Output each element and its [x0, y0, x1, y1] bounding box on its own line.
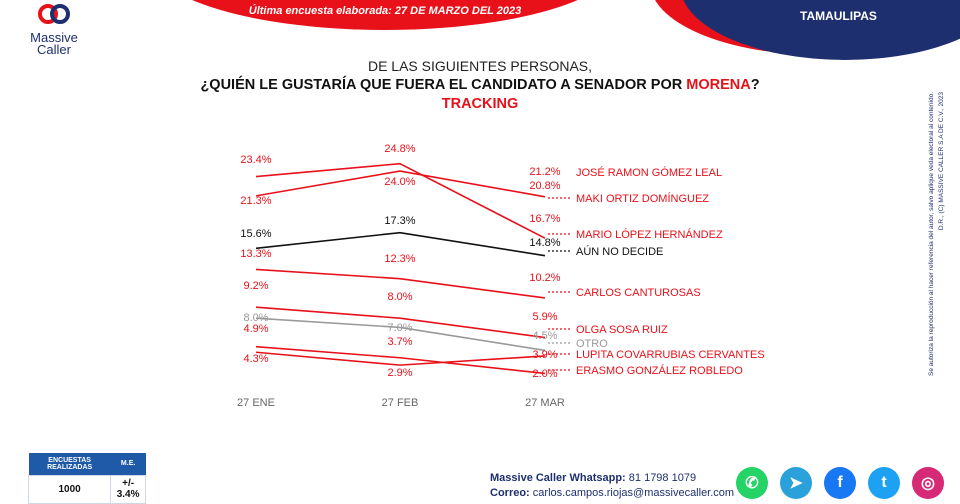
series-line-3	[255, 231, 546, 257]
data-label: 10.2%	[529, 272, 560, 284]
email-label: Correo:	[490, 487, 530, 499]
data-label: 17.3%	[384, 215, 415, 227]
email-link[interactable]: carlos.campos.riojas@massivecaller.com	[532, 487, 735, 499]
chart-title-line1: DE LAS SIGUIENTES PERSONAS,	[367, 58, 593, 74]
facebook-icon[interactable]: f	[824, 467, 856, 499]
data-label: 4.3%	[243, 353, 268, 365]
data-label: 8.0%	[387, 291, 412, 303]
data-label: 8.0%	[243, 312, 268, 324]
data-label: 9.2%	[243, 280, 268, 292]
data-label: 13.3%	[240, 248, 271, 260]
legend-item: MARIO LÓPEZ HERNÁNDEZ	[576, 228, 723, 241]
whatsapp-number: 81 1798 1079	[628, 472, 697, 484]
data-label: 24.0%	[384, 176, 415, 188]
state-label: TAMAULIPAS	[800, 9, 877, 23]
legend-item: ERASMO GONZÁLEZ ROBLEDO	[576, 364, 743, 377]
series-line-4	[255, 268, 546, 299]
series-line-1	[255, 162, 546, 239]
header-margin-error: M.E.	[110, 453, 146, 475]
legend-item: LUPITA COVARRUBIAS CERVANTES	[576, 349, 765, 361]
data-label: 12.3%	[384, 253, 415, 265]
brand-line2: Caller	[37, 42, 71, 57]
data-label: 21.3%	[240, 195, 271, 207]
data-label: 21.2%	[529, 166, 560, 178]
x-tick-label: 27 MAR	[525, 397, 565, 409]
surveys-count: 1000	[27, 474, 112, 504]
copyright-line1: D.R., (C) MASSIVE CALLER S.A DE C.V., 20…	[938, 92, 945, 231]
data-label: 24.8%	[384, 143, 415, 155]
logo-icon	[36, 2, 72, 26]
telegram-icon[interactable]: ➤	[780, 467, 812, 499]
question-text: ¿QUIÉN LE GUSTARÍA QUE FUERA EL CANDIDAT…	[200, 77, 687, 93]
data-label: 5.9%	[532, 311, 557, 323]
data-label: 15.6%	[240, 228, 271, 240]
data-label: 3.9%	[532, 349, 557, 361]
data-label: 23.4%	[240, 154, 271, 166]
legend-item: OLGA SOSA RUIZ	[576, 324, 668, 336]
massive-caller-logo: Massive Caller	[14, 2, 94, 56]
question-mark: ?	[750, 77, 760, 93]
data-label: 20.8%	[529, 180, 560, 192]
legend-item: MAKI ORTIZ DOMÍNGUEZ	[576, 192, 709, 205]
data-label: 2.9%	[387, 367, 412, 379]
copyright-line2: Se autoriza la reproducción al hacer ref…	[928, 92, 935, 377]
data-label: 3.7%	[387, 336, 412, 348]
x-tick-label: 27 FEB	[382, 397, 419, 409]
sample-size-table: ENCUESTAS REALIZADAS M.E. 1000 +/- 3.4%	[27, 453, 146, 504]
series-line-5	[255, 306, 546, 339]
brand-line1: Massive	[30, 30, 78, 45]
x-tick-label: 27 ENE	[237, 397, 275, 409]
series-line-7	[255, 351, 546, 366]
data-label: 16.7%	[529, 213, 560, 225]
legend-item: AÚN NO DECIDE	[576, 245, 663, 258]
party-name: MORENA	[686, 77, 751, 93]
legend-item: JOSÉ RAMON GÓMEZ LEAL	[576, 166, 722, 179]
data-label: 4.5%	[532, 330, 557, 342]
margin-error: +/- 3.4%	[110, 474, 146, 504]
data-label: 4.9%	[243, 323, 268, 335]
data-label: 7.0%	[387, 322, 412, 334]
series-line-0	[255, 170, 546, 198]
social-links: ✆ ➤ f t ◎	[736, 467, 944, 499]
chart-title-question: ¿QUIÉN LE GUSTARÍA QUE FUERA EL CANDIDAT…	[0, 77, 960, 93]
chart-subtitle: TRACKING	[441, 96, 519, 112]
copyright-notice: D.R., (C) MASSIVE CALLER S.A DE C.V., 20…	[928, 92, 950, 432]
header-surveys: ENCUESTAS REALIZADAS	[28, 453, 111, 475]
latest-survey-date: Última encuesta elaborada: 27 DE MARZO D…	[248, 5, 522, 17]
series-line-6	[255, 317, 546, 352]
whatsapp-icon[interactable]: ✆	[736, 467, 768, 499]
legend-item: CARLOS CANTUROSAS	[576, 287, 701, 299]
whatsapp-label: Massive Caller Whatsapp:	[490, 472, 626, 484]
contact-info: Massive Caller Whatsapp: 81 1798 1079 Co…	[490, 471, 734, 501]
instagram-icon[interactable]: ◎	[912, 467, 944, 499]
legend-item: OTRO	[576, 338, 608, 350]
twitter-icon[interactable]: t	[868, 467, 900, 499]
data-label: 14.8%	[529, 237, 560, 249]
data-label: 2.0%	[532, 368, 557, 380]
series-line-8	[255, 345, 546, 375]
